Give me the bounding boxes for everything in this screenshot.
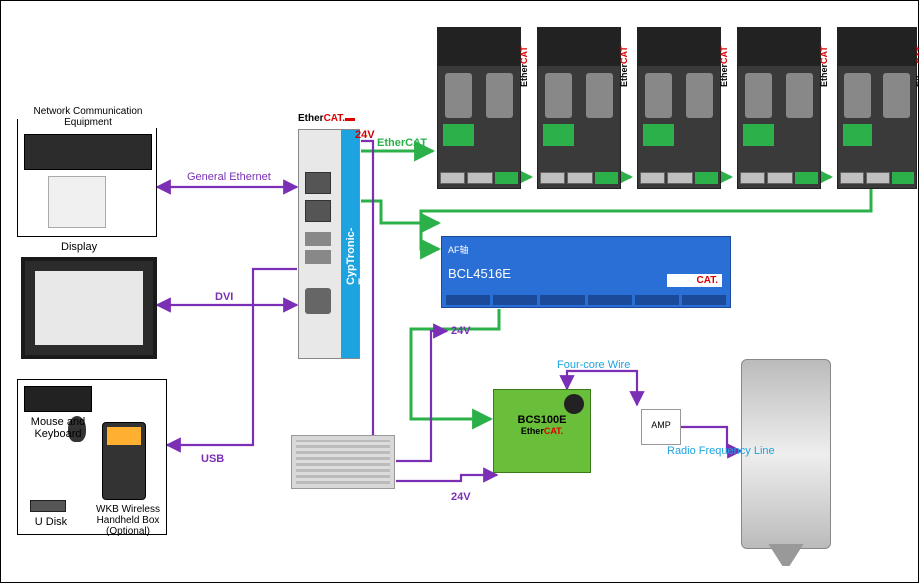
servo-drive-5 xyxy=(837,27,917,189)
u-disk xyxy=(30,500,66,512)
keyboard xyxy=(24,386,92,412)
display-monitor xyxy=(21,257,157,359)
network-group-label: Network Communication Equipment xyxy=(18,106,158,128)
controller-label: CypTronic-E xyxy=(345,227,369,285)
network-panel xyxy=(24,134,152,170)
power-supply xyxy=(291,435,395,489)
edge-label-ethercat: EtherCAT xyxy=(377,137,427,149)
servo-drive-1 xyxy=(437,27,521,189)
network-group: Network Communication Equipment xyxy=(17,119,157,237)
servo-ethercat-label-5: EtherCAT xyxy=(915,46,919,87)
servo-drive-3 xyxy=(637,27,721,189)
controller-cyptronic: CypTronic-E xyxy=(298,129,360,359)
peripherals-group: Mouse and Keyboard U Disk WKB Wireless H… xyxy=(17,379,167,535)
servo-ethercat-label-4: EtherCAT xyxy=(819,46,829,87)
edge-label-rf_line: Radio Frequency Line xyxy=(667,445,775,457)
edge-label-general_ethernet: General Ethernet xyxy=(187,171,271,183)
display-label: Display xyxy=(61,241,97,253)
edge-label-usb: USB xyxy=(201,453,224,465)
u-disk-label: U Disk xyxy=(26,516,76,528)
network-device xyxy=(48,176,106,228)
servo-drive-2 xyxy=(537,27,621,189)
bcs-label: BCS100E xyxy=(500,414,584,426)
amp: AMP xyxy=(641,409,681,445)
wkb-label: WKB Wireless Handheld Box (Optional) xyxy=(88,504,168,537)
edge-label-v24_c: 24V xyxy=(451,491,471,503)
amp-label: AMP xyxy=(651,420,671,430)
mouse-keyboard-label: Mouse and Keyboard xyxy=(24,416,92,440)
servo-ethercat-label-1: EtherCAT xyxy=(519,46,529,87)
servo-ethercat-label-3: EtherCAT xyxy=(719,46,729,87)
bcl4516e: AF轴 BCL4516E EtherCAT. xyxy=(441,236,731,308)
bcl-sub: AF轴 xyxy=(448,243,724,256)
edge-label-four_core: Four-core Wire xyxy=(557,359,630,371)
bcs100e: BCS100E EtherCAT. xyxy=(493,389,591,473)
edge-label-dvi: DVI xyxy=(215,291,233,303)
controller-ethercat-logo: EtherCAT.▬ xyxy=(298,113,355,124)
wkb-handheld xyxy=(102,422,146,500)
servo-drive-4 xyxy=(737,27,821,189)
servo-ethercat-label-2: EtherCAT xyxy=(619,46,629,87)
edge-label-v24_a: 24V xyxy=(355,129,375,141)
edge-label-v24_b: 24V xyxy=(451,325,471,337)
